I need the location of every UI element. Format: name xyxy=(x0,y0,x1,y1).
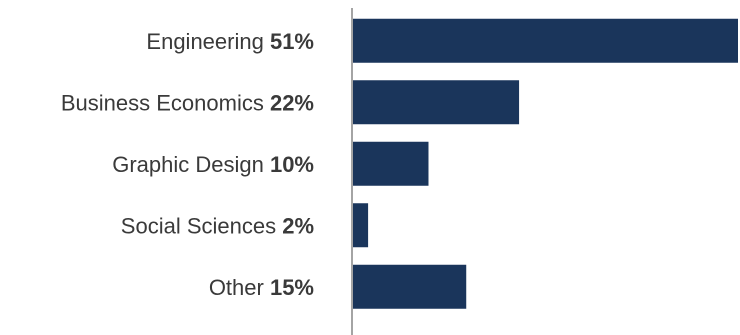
bars xyxy=(353,18,738,309)
value-label: 2% xyxy=(282,213,314,238)
category-label: Graphic Design 10% xyxy=(112,151,314,176)
bar-other xyxy=(353,264,467,309)
bar-engineering xyxy=(353,18,738,63)
category-label: Other 15% xyxy=(209,274,314,299)
value-label: 15% xyxy=(270,274,314,299)
category-name: Graphic Design xyxy=(112,151,270,176)
category-label: Business Economics 22% xyxy=(61,90,314,115)
value-label: 10% xyxy=(270,151,314,176)
category-name: Business Economics xyxy=(61,90,270,115)
category-label: Engineering 51% xyxy=(146,28,314,53)
category-labels: Engineering 51% Business Economics 22% Gra… xyxy=(61,28,314,299)
category-name: Engineering xyxy=(146,28,270,53)
category-name: Other xyxy=(209,274,270,299)
value-label: 22% xyxy=(270,90,314,115)
bar-graphic-design xyxy=(353,141,429,186)
category-label: Social Sciences 2% xyxy=(121,213,314,238)
category-name: Social Sciences xyxy=(121,213,282,238)
bar-social-sciences xyxy=(353,203,369,248)
value-label: 51% xyxy=(270,28,314,53)
bar-business-economics xyxy=(353,80,520,125)
